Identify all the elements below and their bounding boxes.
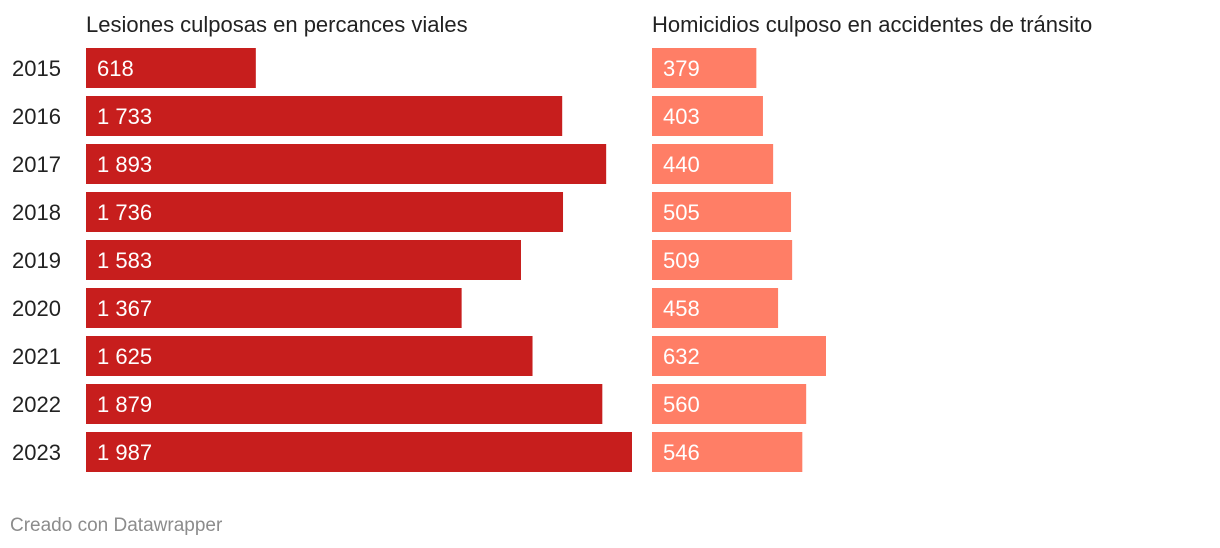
value-label-lesiones-2017: 1 893 [97, 152, 152, 177]
series-title-homicidios-culposo-en-accidentes-de-tran: Homicidios culposo en accidentes de trán… [652, 12, 1092, 37]
value-label-homicidios-2022: 560 [663, 392, 700, 417]
value-label-lesiones-2016: 1 733 [97, 104, 152, 129]
year-label-2017: 2017 [12, 152, 61, 177]
panel-homicidios: 379 403 440 505 509 458 632 560 546 [652, 48, 826, 472]
year-label-2023: 2023 [12, 440, 61, 465]
bar-homicidios-2018 [652, 192, 792, 232]
year-label-2018: 2018 [12, 200, 61, 225]
year-label-2016: 2016 [12, 104, 61, 129]
value-label-lesiones-2018: 1 736 [97, 200, 152, 225]
value-label-homicidios-2017: 440 [663, 152, 700, 177]
year-label-2021: 2021 [12, 344, 61, 369]
value-label-homicidios-2019: 509 [663, 248, 700, 273]
bar-lesiones-2021 [86, 336, 533, 376]
value-label-homicidios-2021: 632 [663, 344, 700, 369]
bar-lesiones-2023 [86, 432, 632, 472]
value-label-lesiones-2023: 1 987 [97, 440, 152, 465]
bar-lesiones-2019 [86, 240, 521, 280]
year-label-2019: 2019 [12, 248, 61, 273]
year-labels: 2015 2016 2017 2018 2019 2020 2021 2022 2023 [12, 56, 61, 465]
year-label-2022: 2022 [12, 392, 61, 417]
bar-lesiones-2020 [86, 288, 462, 328]
value-label-homicidios-2023: 546 [663, 440, 700, 465]
bar-lesiones-2018 [86, 192, 564, 232]
bar-lesiones-2015 [86, 48, 256, 88]
bar-homicidios-2017 [652, 144, 774, 184]
value-label-homicidios-2016: 403 [663, 104, 700, 129]
bar-homicidios-2019 [652, 240, 793, 280]
bar-homicidios-2020 [652, 288, 779, 328]
value-label-lesiones-2019: 1 583 [97, 248, 152, 273]
value-label-lesiones-2015: 618 [97, 56, 134, 81]
bar-lesiones-2016 [86, 96, 563, 136]
bar-homicidios-2022 [652, 384, 807, 424]
series-titles: Lesiones culposas en percances viales Hom… [86, 12, 1092, 37]
value-label-homicidios-2018: 505 [663, 200, 700, 225]
bar-homicidios-2023 [652, 432, 803, 472]
credit-text: Creado con Datawrapper [10, 515, 223, 536]
value-label-lesiones-2022: 1 879 [97, 392, 152, 417]
year-label-2015: 2015 [12, 56, 61, 81]
bar-homicidios-2016 [652, 96, 763, 136]
value-label-lesiones-2021: 1 625 [97, 344, 152, 369]
value-label-lesiones-2020: 1 367 [97, 296, 152, 321]
bar-homicidios-2015 [652, 48, 757, 88]
value-label-homicidios-2015: 379 [663, 56, 700, 81]
value-label-homicidios-2020: 458 [663, 296, 700, 321]
year-label-2020: 2020 [12, 296, 61, 321]
bar-lesiones-2022 [86, 384, 603, 424]
series-title-lesiones-culposas-en-percances-viales: Lesiones culposas en percances viales [86, 12, 468, 37]
bar-lesiones-2017 [86, 144, 607, 184]
panel-lesiones: 618 1 733 1 893 1 736 1 583 1 367 1 625 1 879 1 … [86, 48, 632, 472]
bar-homicidios-2021 [652, 336, 826, 376]
